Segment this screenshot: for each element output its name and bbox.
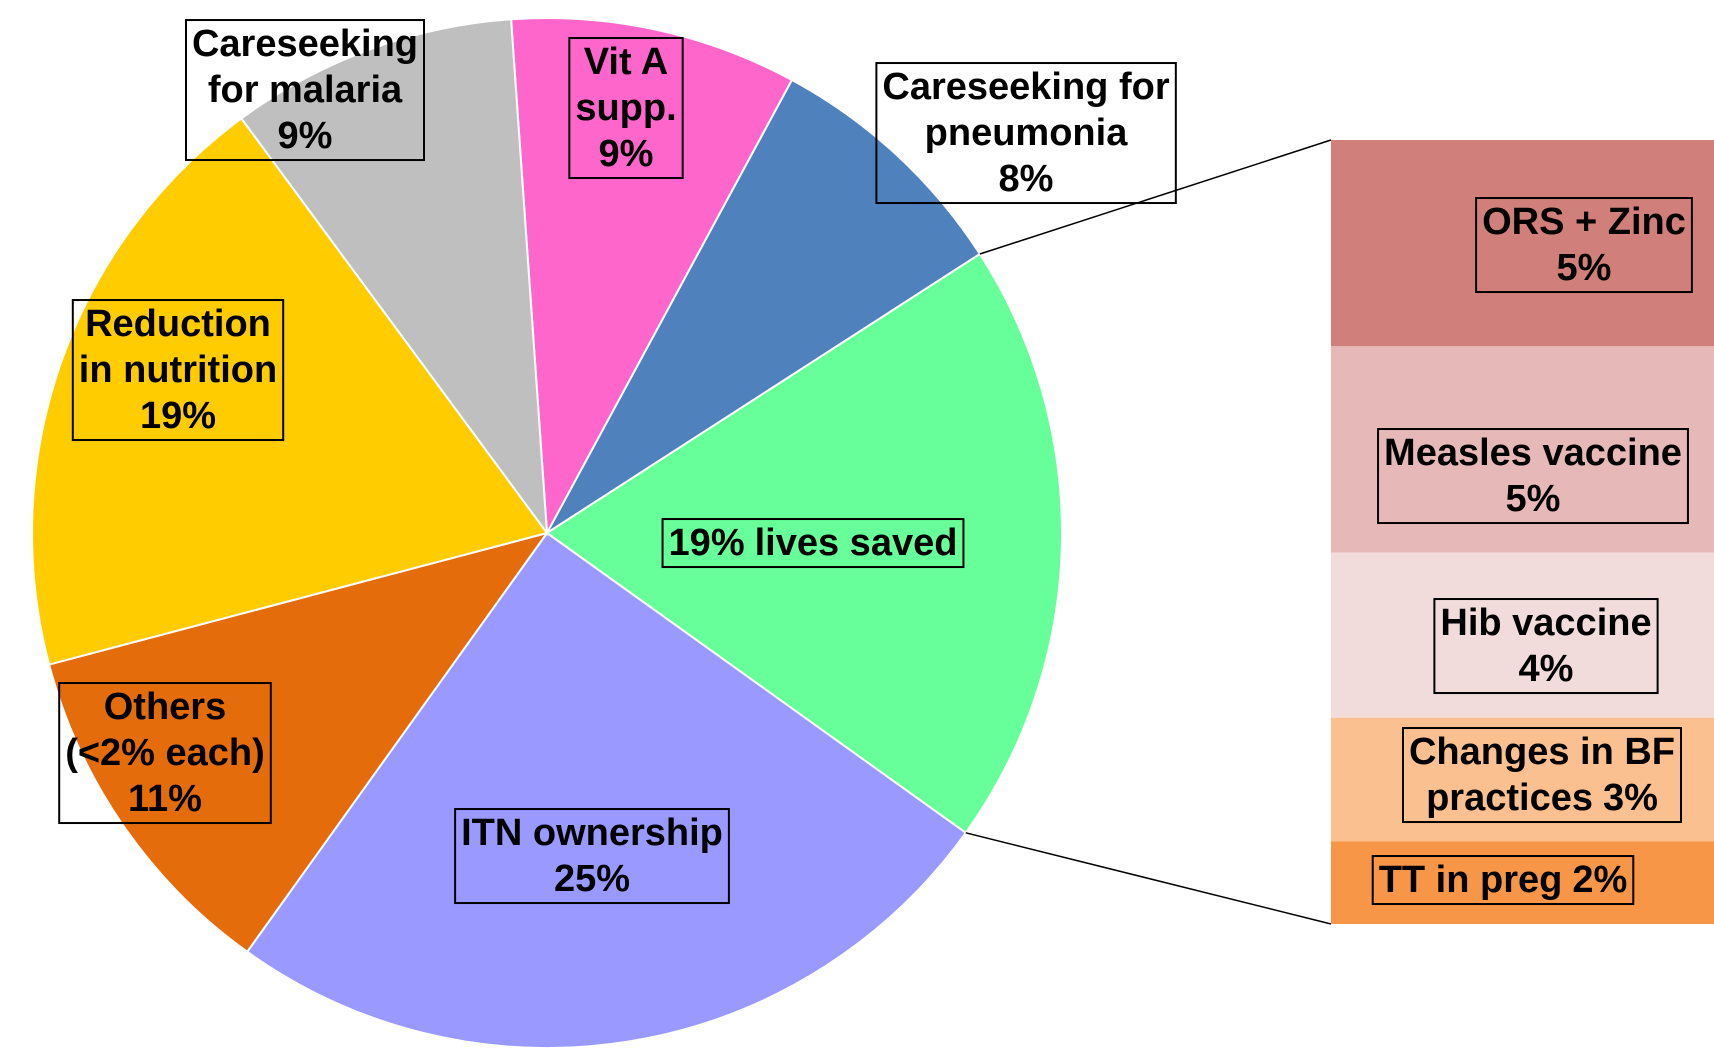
slice-label-box [454, 808, 730, 905]
pie-slice [510, 17, 794, 537]
breakdown-label-box [1475, 197, 1693, 294]
slice-label-box [58, 682, 272, 825]
pie-slice [545, 252, 1063, 835]
connector-line [965, 832, 1332, 925]
slice-category: lives saved [755, 522, 958, 564]
pie-slice [239, 18, 549, 537]
slice-category: Careseeking for pneumonia [882, 66, 1169, 154]
slice-label: Others (<2% each)11% [58, 682, 272, 825]
slice-value-label: 11% [128, 778, 202, 820]
breakdown-value-label: 5% [1506, 478, 1561, 520]
breakdown-category: Hib vaccine [1440, 602, 1651, 644]
slice-category: Reduction in nutrition [79, 303, 277, 391]
breakdown-value-label: 2% [1572, 859, 1627, 901]
pie-slice [31, 117, 549, 666]
slice-label-box [568, 37, 684, 180]
breakdown-label: TT in preg 2% [1371, 855, 1635, 906]
slice-label-box [184, 19, 426, 162]
slice-category: Careseeking for malaria [192, 23, 418, 111]
breakdown-category: ORS + Zinc [1482, 201, 1686, 243]
slice-category: ITN ownership [461, 812, 723, 854]
breakdown-value-label: 3% [1603, 777, 1658, 819]
breakdown-segment [1331, 552, 1714, 718]
connector-line [979, 139, 1332, 255]
breakdown-value-label: 4% [1519, 648, 1574, 690]
slice-value-label: 9% [599, 133, 654, 175]
breakdown-segment [1331, 140, 1714, 347]
slice-value-label: 19% [140, 395, 216, 437]
breakdown-category: Measles vaccine [1384, 432, 1682, 474]
slice-label-box [875, 62, 1177, 205]
slice-label-box [661, 518, 965, 569]
slice-value-label: 19% [669, 522, 745, 564]
breakdown-segment [1331, 717, 1714, 842]
breakdown-label-box [1433, 598, 1659, 695]
breakdown-label-box [1401, 727, 1683, 824]
breakdown-label-box [1371, 855, 1635, 906]
breakdown-value-label: 5% [1557, 247, 1612, 289]
slice-value-label: 8% [999, 158, 1054, 200]
slice-category: Others (<2% each) [65, 686, 265, 774]
breakdown-segment [1331, 346, 1714, 553]
breakdown-category: Changes in BF practices [1409, 731, 1675, 819]
breakdown-label-box [1377, 428, 1689, 525]
pie-slice [546, 78, 982, 534]
breakdown-category: TT in preg [1379, 859, 1563, 901]
slice-value-label: 9% [278, 115, 333, 157]
slice-value-label: 25% [554, 858, 630, 900]
slice-label-box [71, 299, 285, 442]
pie-slice [245, 531, 968, 1049]
breakdown-label: Changes in BF practices 3% [1401, 727, 1683, 824]
